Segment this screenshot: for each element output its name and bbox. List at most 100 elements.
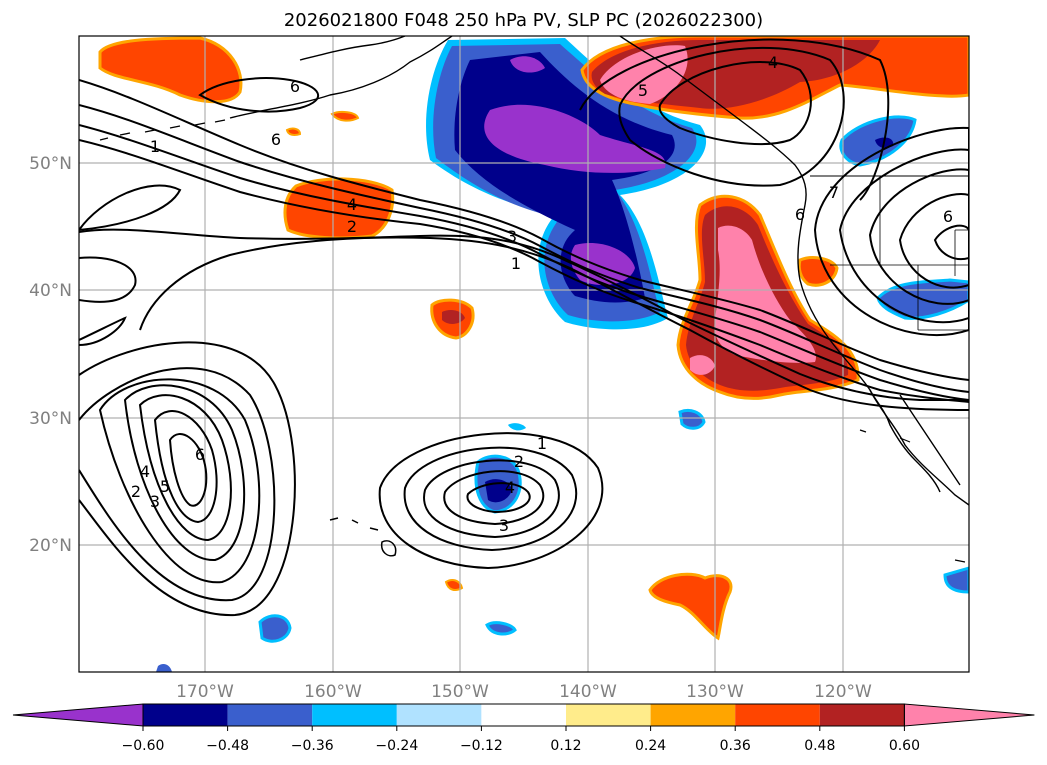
pv-positive-small-region bbox=[330, 110, 360, 122]
chart-title: 2026021800 F048 250 hPa PV, SLP PC (2026… bbox=[283, 10, 764, 31]
slp-contour bbox=[378, 432, 604, 570]
pv-negative-small-region bbox=[258, 614, 292, 643]
contour-label: 2 bbox=[131, 482, 141, 501]
slp-contour bbox=[123, 384, 246, 562]
lon-label: 140°W bbox=[559, 682, 617, 702]
slp-contour bbox=[79, 256, 137, 303]
pv-positive-region-central bbox=[283, 177, 395, 240]
contour-label: 1 bbox=[511, 254, 521, 273]
colorbar-frame bbox=[142, 703, 905, 727]
pv-positive-region-northwest bbox=[98, 36, 243, 104]
colorbar-tick-label: −0.48 bbox=[206, 738, 249, 754]
pv-negative-region-gulf-of-alaska bbox=[510, 56, 545, 73]
lat-label: 40°N bbox=[29, 281, 72, 301]
contour-label: 4 bbox=[347, 195, 357, 214]
pv-negative-region-gulf-of-alaska bbox=[484, 104, 666, 173]
slp-contour bbox=[443, 470, 545, 526]
colorbar: −0.60 −0.48 −0.36 −0.24 −0.12 0.12 0.24 0.36 0.4… bbox=[12, 703, 1035, 754]
slp-contour bbox=[79, 367, 276, 602]
alaska-panhandle-coastline bbox=[619, 36, 807, 206]
slp-contour bbox=[933, 224, 969, 260]
pv-negative-small-region bbox=[678, 408, 706, 430]
slp-contour bbox=[139, 236, 969, 411]
pv-positive-region-northeast bbox=[600, 45, 688, 104]
slp-contour bbox=[79, 79, 969, 381]
pv-positive-small-region bbox=[285, 127, 302, 136]
contour-label: 3 bbox=[150, 492, 160, 511]
contour-label: 5 bbox=[638, 81, 648, 100]
contour-label: 2 bbox=[514, 452, 524, 471]
lon-label: 160°W bbox=[304, 682, 362, 702]
colorbar-tick-label: 0.24 bbox=[635, 738, 666, 754]
longitude-labels: 170°W 160°W 150°W 140°W 130°W 120°W bbox=[176, 682, 872, 702]
pv-negative-region-gulf-of-alaska bbox=[570, 242, 635, 286]
slp-contour bbox=[898, 193, 969, 289]
colorbar-tick-label: −0.12 bbox=[460, 738, 503, 754]
alaska-peninsula-coastline bbox=[299, 36, 406, 61]
lat-label: 20°N bbox=[29, 536, 72, 556]
pv-positive-small-region bbox=[442, 310, 465, 324]
pv-negative-small-region bbox=[156, 664, 172, 672]
contour-label: 3 bbox=[499, 516, 509, 535]
colorbar-tick-label: 0.12 bbox=[550, 738, 581, 754]
pv-positive-region-west-coast bbox=[714, 225, 816, 363]
slp-contour bbox=[79, 139, 969, 403]
pv-positive-small-region bbox=[444, 579, 464, 591]
map-frame bbox=[78, 35, 970, 673]
pv-anomaly-fill bbox=[98, 36, 969, 672]
contour-label: 5 bbox=[160, 477, 170, 496]
pv-positive-small-region bbox=[648, 572, 733, 641]
contour-label: 6 bbox=[943, 207, 953, 226]
coastlines bbox=[99, 36, 969, 563]
slp-contour bbox=[838, 148, 969, 324]
pv-negative-small-region bbox=[508, 423, 526, 431]
map-layers: 6 6 1 4 2 3 1 6 4 5 2 3 1 2 4 3 4 5 7 6 … bbox=[79, 36, 969, 672]
slp-contour bbox=[79, 316, 127, 346]
colorbar-tick-label: −0.36 bbox=[291, 738, 334, 754]
colorbar-segment bbox=[481, 704, 566, 726]
colorbar-segment bbox=[650, 704, 736, 726]
colorbar-segment bbox=[12, 703, 144, 727]
lon-label: 130°W bbox=[686, 682, 744, 702]
contour-label: 1 bbox=[150, 137, 160, 156]
slp-contour bbox=[79, 104, 969, 393]
slp-contour bbox=[98, 378, 261, 584]
pv-negative-small-region bbox=[943, 566, 969, 594]
slp-contours bbox=[79, 38, 969, 617]
slp-contour bbox=[466, 482, 531, 514]
slp-contour bbox=[153, 410, 218, 524]
slp-contour bbox=[79, 341, 296, 617]
contour-label: 4 bbox=[140, 462, 150, 481]
colorbar-segment bbox=[566, 704, 651, 726]
contour-label: 7 bbox=[829, 183, 839, 202]
contour-label: 6 bbox=[271, 130, 281, 149]
pv-negative-small-region bbox=[485, 479, 512, 503]
contour-label: 1 bbox=[537, 434, 547, 453]
colorbar-segment bbox=[396, 704, 482, 726]
colorbar-tick-label: 0.60 bbox=[889, 738, 920, 754]
colorbar-tick-label: −0.60 bbox=[122, 738, 165, 754]
slp-contour bbox=[79, 184, 182, 231]
pv-positive-region-west-coast bbox=[690, 355, 715, 375]
slp-contour bbox=[79, 228, 969, 401]
slp-contour bbox=[198, 77, 320, 113]
hawaii-islands bbox=[329, 517, 397, 557]
graticule bbox=[79, 36, 969, 672]
contour-label: 6 bbox=[195, 445, 205, 464]
contour-labels: 6 6 1 4 2 3 1 6 4 5 2 3 1 2 4 3 4 5 7 6 … bbox=[131, 53, 953, 535]
pv-negative-small-region bbox=[485, 621, 517, 636]
lon-label: 170°W bbox=[176, 682, 234, 702]
slp-contour bbox=[403, 446, 578, 552]
slp-contour bbox=[618, 47, 845, 187]
colorbar-tick-label: 0.48 bbox=[804, 738, 835, 754]
lat-label: 30°N bbox=[29, 409, 72, 429]
slp-contour bbox=[168, 433, 208, 507]
colorbar-segment bbox=[312, 704, 397, 726]
colorbar-segment bbox=[819, 704, 905, 726]
latitude-labels: 50°N 40°N 30°N 20°N bbox=[29, 154, 72, 556]
colorbar-tick-label: −0.24 bbox=[375, 738, 418, 754]
slp-contour bbox=[138, 394, 232, 542]
aleutian-islands bbox=[99, 119, 226, 141]
slp-contour bbox=[868, 168, 969, 305]
